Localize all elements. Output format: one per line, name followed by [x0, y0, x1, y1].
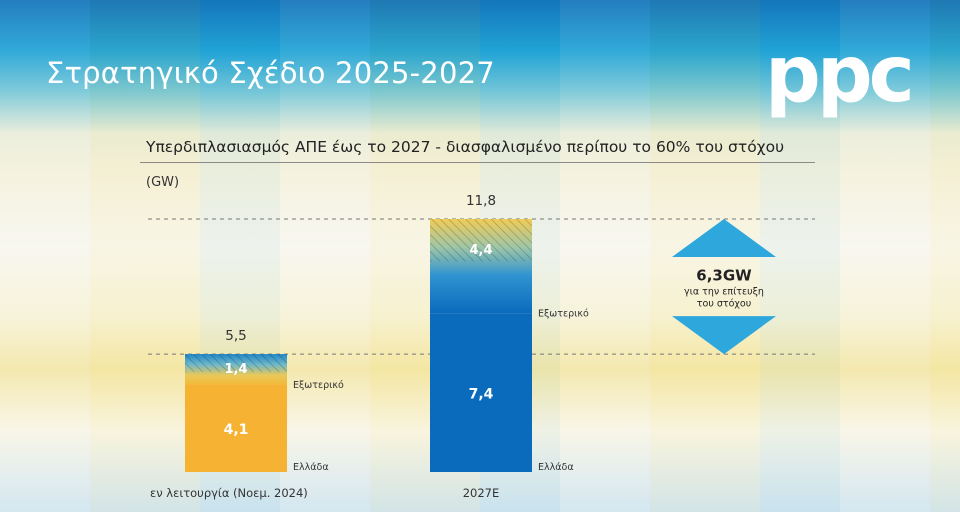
- bar-2-abroad-hatch: [430, 219, 532, 262]
- gap-value: 6,3GW: [696, 267, 752, 285]
- category-label-1: εν λειτουργία (Νοεμ. 2024): [150, 486, 308, 500]
- arrow-up-icon: [672, 219, 776, 257]
- page-title: Στρατηγικό Σχέδιο 2025-2027: [46, 56, 495, 90]
- bar-2-abroad-series-label: Εξωτερικό: [538, 308, 589, 319]
- arrow-down-icon: [672, 316, 776, 355]
- gap-arrow-annotation: 6,3GW για την επίτευξη του στόχου: [672, 219, 776, 355]
- bar-2-total-label: 11,8: [466, 193, 496, 209]
- bar-1-greece-value: 4,1: [224, 422, 249, 438]
- y-axis-unit: (GW): [146, 175, 180, 190]
- bar-2-abroad-value: 4,4: [469, 243, 492, 258]
- title-divider: [140, 162, 815, 163]
- bar-1-abroad-series-label: Εξωτερικό: [293, 380, 344, 391]
- bar-2-greece-series-label: Ελλάδα: [538, 462, 574, 473]
- ppc-logo: ppc: [765, 30, 915, 120]
- bar-2-greece-segment: [430, 313, 532, 472]
- gap-text-line1: για την επίτευξη: [684, 287, 764, 298]
- bar-1-total-label: 5,5: [225, 328, 246, 344]
- gap-text-line2: του στόχου: [697, 299, 751, 310]
- bar-1-abroad-value: 1,4: [224, 362, 247, 377]
- bar-1-greece-segment: [185, 384, 287, 472]
- bar-1-abroad-hatch: [185, 354, 287, 373]
- bar-2-greece-value: 7,4: [469, 387, 494, 403]
- chart-title: Υπερδιπλασιασμός ΑΠΕ έως το 2027 - διασφ…: [146, 138, 785, 156]
- bar-1-greece-series-label: Ελλάδα: [293, 462, 329, 473]
- category-label-2: 2027E: [463, 486, 500, 500]
